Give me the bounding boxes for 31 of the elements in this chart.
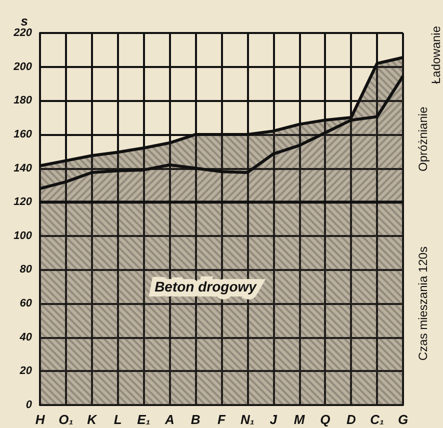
y-tick-label: 80	[20, 264, 33, 276]
y-tick-label: 200	[12, 60, 33, 73]
y-tick-label: 20	[18, 365, 33, 378]
x-tick-label: D	[346, 412, 356, 427]
x-tick-label: K	[87, 412, 98, 427]
y-tick-label: 100	[14, 230, 33, 242]
y-tick-label: 140	[14, 162, 33, 174]
y-tick-label: 40	[18, 331, 33, 344]
x-tick-label: H	[35, 412, 46, 427]
x-tick-label: J	[270, 412, 278, 427]
y-tick-label: 0	[26, 399, 33, 411]
y-tick-label: 60	[20, 298, 33, 310]
text: Ładowanie	[429, 26, 443, 84]
y-tick-label: 120	[14, 196, 33, 208]
x-tick-label: M	[294, 412, 306, 427]
x-tick-label: A	[164, 412, 174, 427]
x-tick-label: F	[218, 412, 227, 427]
x-tick-label: G	[398, 412, 408, 427]
x-tick-label: E₁	[137, 412, 150, 427]
x-tick-label: C₁	[370, 412, 384, 427]
x-tick-label: B	[190, 412, 200, 427]
text: Czas mieszania 120s	[416, 246, 430, 361]
y-axis-title: s	[20, 14, 28, 29]
x-tick-label: L	[114, 412, 122, 427]
y-tick-label: 220	[12, 27, 33, 39]
x-tick-label: Q	[320, 412, 330, 427]
x-tick-label: O₁	[58, 412, 74, 427]
y-tick-label: 180	[14, 94, 33, 107]
text: Opróżnianie	[416, 106, 430, 172]
x-tick-label: N₁	[240, 412, 254, 427]
y-tick-label: 160	[14, 128, 33, 140]
